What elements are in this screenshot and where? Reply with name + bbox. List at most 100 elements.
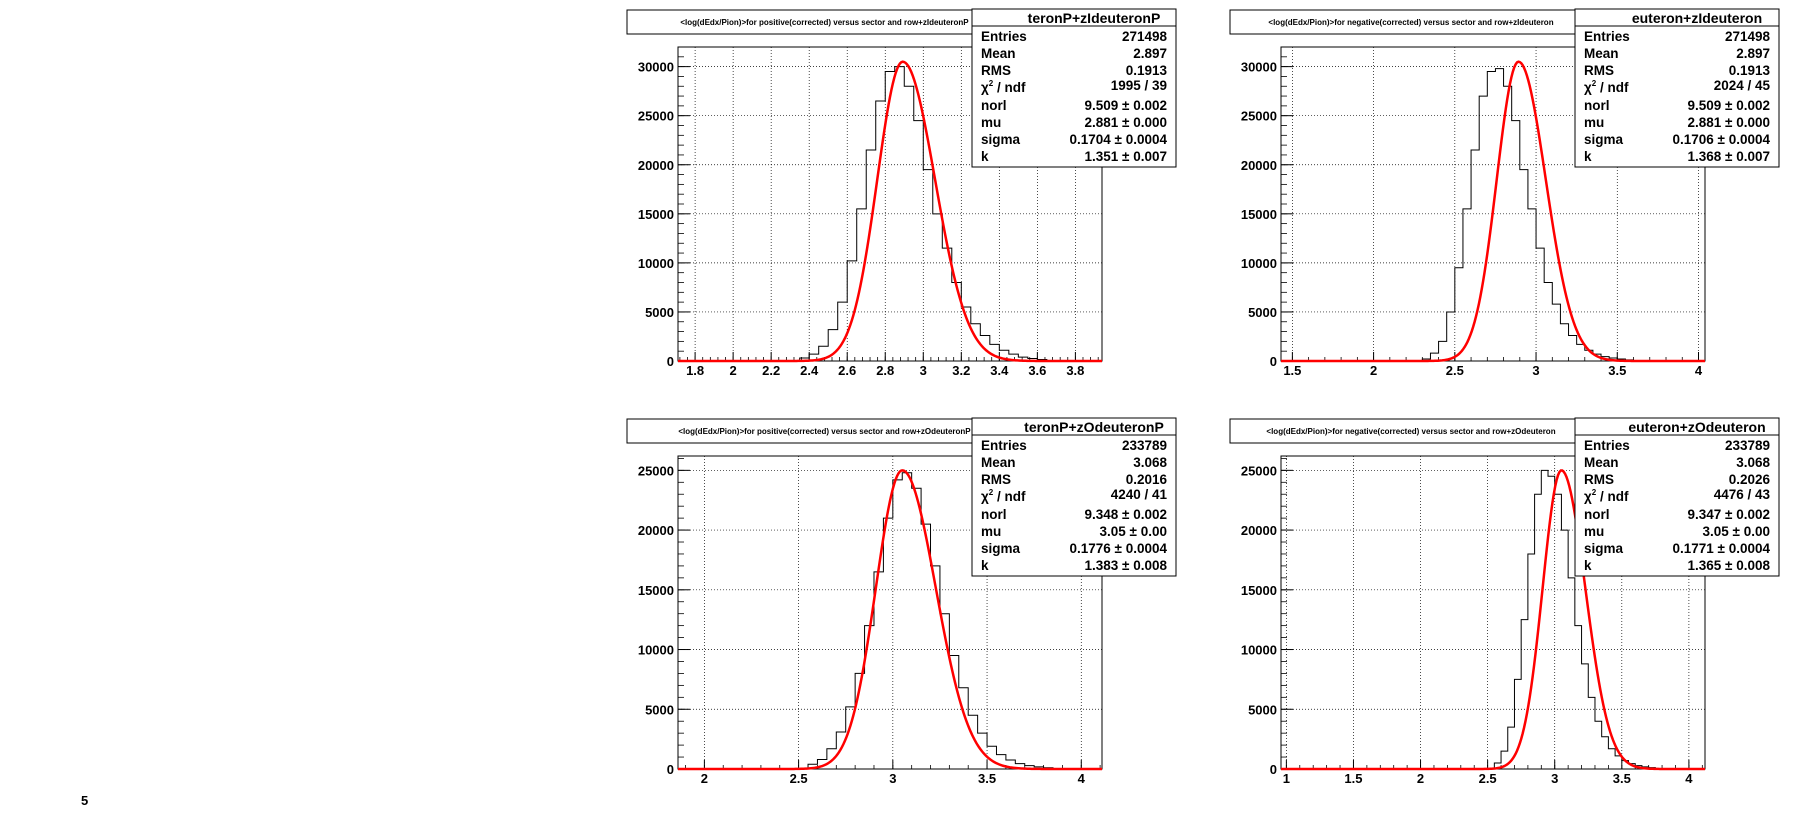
x-tick-label: 3: [1532, 363, 1539, 378]
y-tick-label: 5000: [645, 305, 674, 320]
stat-label-chi2: χ2 / ndf: [981, 79, 1026, 95]
y-tick-label: 30000: [1241, 60, 1277, 75]
y-tick-label: 0: [1270, 762, 1277, 777]
y-tick-label: 20000: [1241, 158, 1277, 173]
chart-panel-3: 2 2.5 3 3.5 4 0 5000 10000 15000 20000 25000 <log(d…: [626, 417, 1177, 786]
stat-value-Entries: 233789: [1725, 438, 1770, 453]
x-tick-label: 3: [889, 771, 896, 786]
stat-label-k: k: [1584, 149, 1592, 164]
x-tick-label: 4: [1078, 771, 1086, 786]
y-tick-label: 5000: [1248, 702, 1277, 717]
stat-label-Entries: Entries: [1584, 438, 1630, 453]
stat-label-sigma: sigma: [981, 132, 1021, 147]
y-tick-label: 25000: [1241, 109, 1277, 124]
y-tick-label: 5000: [645, 702, 674, 717]
x-tick-label: 4: [1695, 363, 1703, 378]
histogram-name: euteron+zOdeuteron: [1628, 419, 1765, 435]
stat-label-chi2: χ2 / ndf: [981, 488, 1026, 504]
x-tick-label: 3.6: [1028, 363, 1046, 378]
fit-curve: [1281, 469, 1705, 771]
chart-title: <log(dEdx/Pion)>for negative(corrected) …: [1268, 18, 1553, 27]
stat-value-Mean: 2.897: [1133, 46, 1167, 61]
stats-box: [971, 8, 1177, 168]
stat-value-norl: 9.509 ± 0.002: [1688, 98, 1770, 113]
stat-value-mu: 2.881 ± 0.000: [1688, 115, 1770, 130]
x-tick-label: 2.5: [1479, 771, 1497, 786]
stat-label-mu: mu: [981, 524, 1001, 539]
x-tick-label: 3.4: [990, 363, 1009, 378]
histogram-name: teronP+zIdeuteronP: [1028, 10, 1161, 26]
x-tick-label: 3.5: [1608, 363, 1626, 378]
y-tick-label: 10000: [1241, 256, 1277, 271]
stat-label-RMS: RMS: [1584, 472, 1614, 487]
stat-label-chi2: χ2 / ndf: [1584, 488, 1629, 504]
histogram-outline: [678, 66, 1102, 362]
stat-label-Mean: Mean: [1584, 455, 1619, 470]
stat-value-Mean: 3.068: [1736, 455, 1770, 470]
stats-box: [1574, 8, 1780, 168]
y-tick-label: 25000: [638, 109, 674, 124]
x-tick-label: 2: [730, 363, 737, 378]
stat-value-k: 1.351 ± 0.007: [1085, 149, 1167, 164]
x-tick-label: 2.4: [800, 363, 819, 378]
chart-panel-1: 1.8 2 2.2 2.4 2.6 2.8 3 3.2 3.4 3.6 3.8 0 5000 10000 1…: [626, 8, 1177, 378]
histogram-name: euteron+zIdeuteron: [1632, 10, 1762, 26]
y-tick-label: 25000: [638, 463, 674, 478]
stat-label-Entries: Entries: [981, 29, 1027, 44]
x-tick-label: 3: [1551, 771, 1558, 786]
stat-label-k: k: [981, 149, 989, 164]
stat-label-norl: norl: [1584, 507, 1610, 522]
stat-value-chi2: 4476 / 43: [1714, 487, 1771, 502]
histogram-outline: [678, 472, 1102, 770]
histogram-outline: [1281, 469, 1705, 770]
chart-panel-4: 1 1.5 2 2.5 3 3.5 4 0 5000 10000 15000 20000 25000 <l…: [1229, 417, 1780, 786]
x-tick-label: 2: [1417, 771, 1424, 786]
y-tick-label: 10000: [638, 643, 674, 658]
stat-value-mu: 2.881 ± 0.000: [1085, 115, 1167, 130]
fit-curve: [678, 469, 1102, 771]
stat-label-sigma: sigma: [1584, 132, 1624, 147]
stat-value-Entries: 271498: [1725, 29, 1771, 44]
stat-label-RMS: RMS: [981, 472, 1011, 487]
stat-value-k: 1.383 ± 0.008: [1085, 558, 1168, 573]
histogram-name: teronP+zOdeuteronP: [1024, 419, 1164, 435]
y-tick-label: 0: [667, 762, 674, 777]
y-tick-label: 15000: [638, 583, 674, 598]
stat-value-k: 1.365 ± 0.008: [1688, 558, 1771, 573]
stat-label-sigma: sigma: [981, 541, 1021, 556]
stat-value-mu: 3.05 ± 0.00: [1703, 524, 1770, 539]
stat-value-mu: 3.05 ± 0.00: [1100, 524, 1167, 539]
stat-value-chi2: 1995 / 39: [1111, 78, 1167, 93]
title-box: [1229, 418, 1593, 444]
stat-value-sigma: 0.1706 ± 0.0004: [1673, 132, 1771, 147]
chart-title: <log(dEdx/Pion)>for positive(corrected) …: [680, 18, 969, 27]
stat-label-RMS: RMS: [1584, 63, 1614, 78]
stat-label-Mean: Mean: [981, 46, 1016, 61]
histogram-outline: [1281, 68, 1705, 362]
y-tick-label: 20000: [638, 158, 674, 173]
x-tick-label: 4: [1685, 771, 1693, 786]
stat-label-chi2: χ2 / ndf: [1584, 79, 1629, 95]
stat-label-RMS: RMS: [981, 63, 1011, 78]
chart-panel-2: 1.5 2 2.5 3 3.5 4 0 5000 10000 15000 20000 25000 300…: [1229, 8, 1780, 378]
x-tick-label: 3.8: [1066, 363, 1084, 378]
x-tick-label: 1.5: [1283, 363, 1301, 378]
x-tick-label: 2.5: [1446, 363, 1464, 378]
stat-value-k: 1.368 ± 0.007: [1688, 149, 1770, 164]
y-tick-label: 10000: [1241, 643, 1277, 658]
x-tick-label: 3: [920, 363, 927, 378]
y-tick-label: 30000: [638, 60, 674, 75]
stat-value-norl: 9.347 ± 0.002: [1688, 507, 1770, 522]
x-tick-label: 3.2: [952, 363, 970, 378]
x-tick-label: 2: [701, 771, 708, 786]
stat-label-Mean: Mean: [981, 455, 1016, 470]
y-tick-label: 15000: [638, 207, 674, 222]
stat-label-k: k: [981, 558, 989, 573]
x-tick-label: 2.5: [790, 771, 808, 786]
x-tick-label: 2: [1370, 363, 1377, 378]
y-tick-label: 0: [667, 354, 674, 369]
title-box: [1229, 9, 1593, 35]
stat-label-mu: mu: [1584, 524, 1604, 539]
stats-box: [971, 417, 1177, 577]
